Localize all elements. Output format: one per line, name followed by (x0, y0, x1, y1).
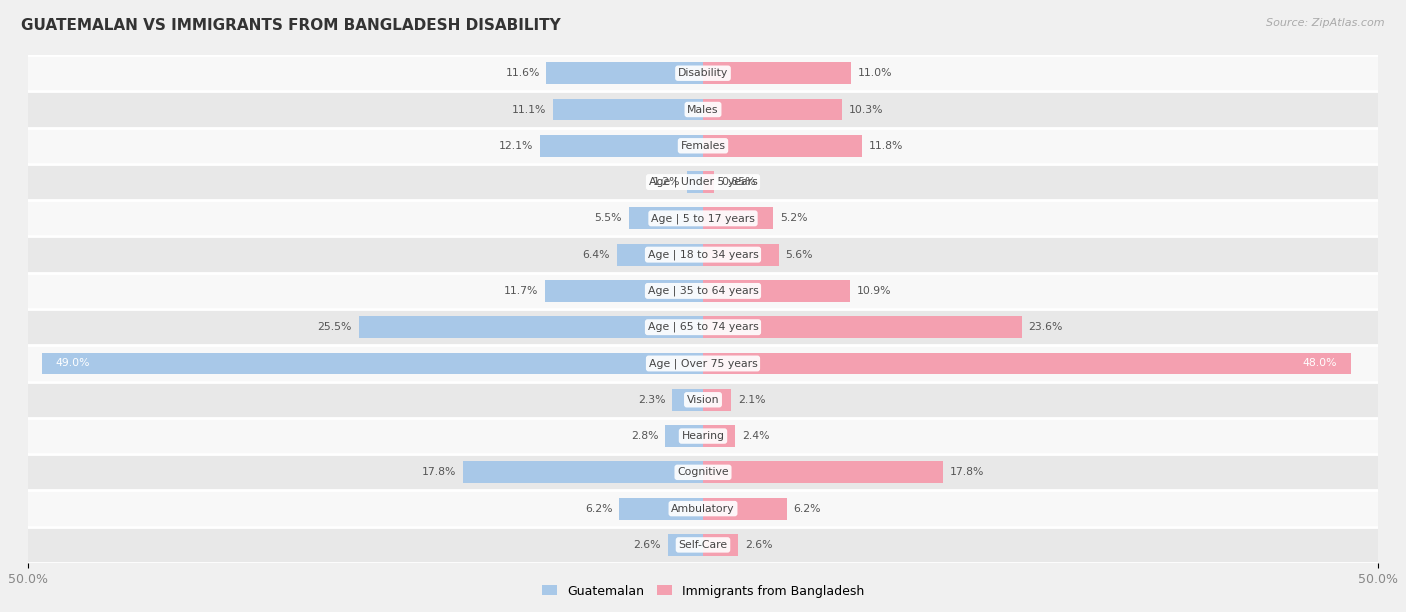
Text: 5.6%: 5.6% (786, 250, 813, 259)
Text: 10.3%: 10.3% (849, 105, 883, 114)
Bar (463, 461, 703, 483)
Bar (28, 55, 1378, 91)
Bar (553, 99, 703, 121)
Text: Cognitive: Cognitive (678, 468, 728, 477)
Text: 5.2%: 5.2% (780, 214, 807, 223)
Text: Males: Males (688, 105, 718, 114)
Text: Age | 35 to 64 years: Age | 35 to 64 years (648, 286, 758, 296)
Text: 1.2%: 1.2% (652, 177, 681, 187)
Text: 2.6%: 2.6% (745, 540, 772, 550)
Bar (28, 91, 1378, 128)
Text: 11.6%: 11.6% (505, 68, 540, 78)
Bar (28, 382, 1378, 418)
Text: 6.2%: 6.2% (793, 504, 821, 513)
Text: Females: Females (681, 141, 725, 151)
Bar (703, 353, 1351, 375)
Bar (28, 345, 1378, 382)
Text: 2.6%: 2.6% (634, 540, 661, 550)
Bar (703, 461, 943, 483)
Bar (28, 418, 1378, 454)
Text: 48.0%: 48.0% (1303, 359, 1337, 368)
Bar (28, 454, 1378, 490)
Text: Age | 5 to 17 years: Age | 5 to 17 years (651, 213, 755, 223)
Text: 2.8%: 2.8% (631, 431, 658, 441)
Bar (28, 309, 1378, 345)
Text: 10.9%: 10.9% (856, 286, 891, 296)
Bar (28, 273, 1378, 309)
Text: 49.0%: 49.0% (55, 359, 90, 368)
Text: Source: ZipAtlas.com: Source: ZipAtlas.com (1267, 18, 1385, 28)
Bar (703, 389, 731, 411)
Text: 6.4%: 6.4% (582, 250, 610, 259)
Legend: Guatemalan, Immigrants from Bangladesh: Guatemalan, Immigrants from Bangladesh (537, 580, 869, 602)
Bar (28, 527, 1378, 563)
Bar (703, 207, 773, 230)
Bar (703, 280, 851, 302)
Text: 5.5%: 5.5% (595, 214, 621, 223)
Bar (703, 135, 862, 157)
Text: 11.0%: 11.0% (858, 68, 893, 78)
Bar (628, 207, 703, 230)
Text: 0.85%: 0.85% (721, 177, 755, 187)
Bar (672, 389, 703, 411)
Text: Self-Care: Self-Care (679, 540, 727, 550)
Bar (617, 244, 703, 266)
Text: Vision: Vision (686, 395, 720, 405)
Bar (665, 425, 703, 447)
Bar (28, 236, 1378, 273)
Bar (28, 490, 1378, 527)
Text: 2.1%: 2.1% (738, 395, 766, 405)
Text: Age | 65 to 74 years: Age | 65 to 74 years (648, 322, 758, 332)
Bar (703, 62, 852, 84)
Bar (359, 316, 703, 338)
Text: Age | Over 75 years: Age | Over 75 years (648, 358, 758, 369)
Bar (28, 164, 1378, 200)
Bar (42, 353, 703, 375)
Bar (703, 244, 779, 266)
Text: 17.8%: 17.8% (422, 468, 456, 477)
Bar (703, 534, 738, 556)
Text: Age | 18 to 34 years: Age | 18 to 34 years (648, 249, 758, 260)
Text: 11.7%: 11.7% (503, 286, 538, 296)
Bar (668, 534, 703, 556)
Text: 11.8%: 11.8% (869, 141, 904, 151)
Text: Ambulatory: Ambulatory (671, 504, 735, 513)
Bar (28, 200, 1378, 236)
Text: 25.5%: 25.5% (318, 322, 352, 332)
Bar (686, 171, 703, 193)
Text: 11.1%: 11.1% (512, 105, 547, 114)
Bar (703, 316, 1022, 338)
Text: 17.8%: 17.8% (950, 468, 984, 477)
Text: 6.2%: 6.2% (585, 504, 613, 513)
Bar (28, 128, 1378, 164)
Bar (703, 498, 787, 520)
Text: 12.1%: 12.1% (499, 141, 533, 151)
Text: 23.6%: 23.6% (1028, 322, 1063, 332)
Text: 2.4%: 2.4% (742, 431, 769, 441)
Text: 2.3%: 2.3% (638, 395, 665, 405)
Bar (546, 280, 703, 302)
Text: Age | Under 5 years: Age | Under 5 years (648, 177, 758, 187)
Bar (703, 99, 842, 121)
Text: Disability: Disability (678, 68, 728, 78)
Bar (703, 425, 735, 447)
Text: Hearing: Hearing (682, 431, 724, 441)
Bar (703, 171, 714, 193)
Text: GUATEMALAN VS IMMIGRANTS FROM BANGLADESH DISABILITY: GUATEMALAN VS IMMIGRANTS FROM BANGLADESH… (21, 18, 561, 34)
Bar (547, 62, 703, 84)
Bar (619, 498, 703, 520)
Bar (540, 135, 703, 157)
